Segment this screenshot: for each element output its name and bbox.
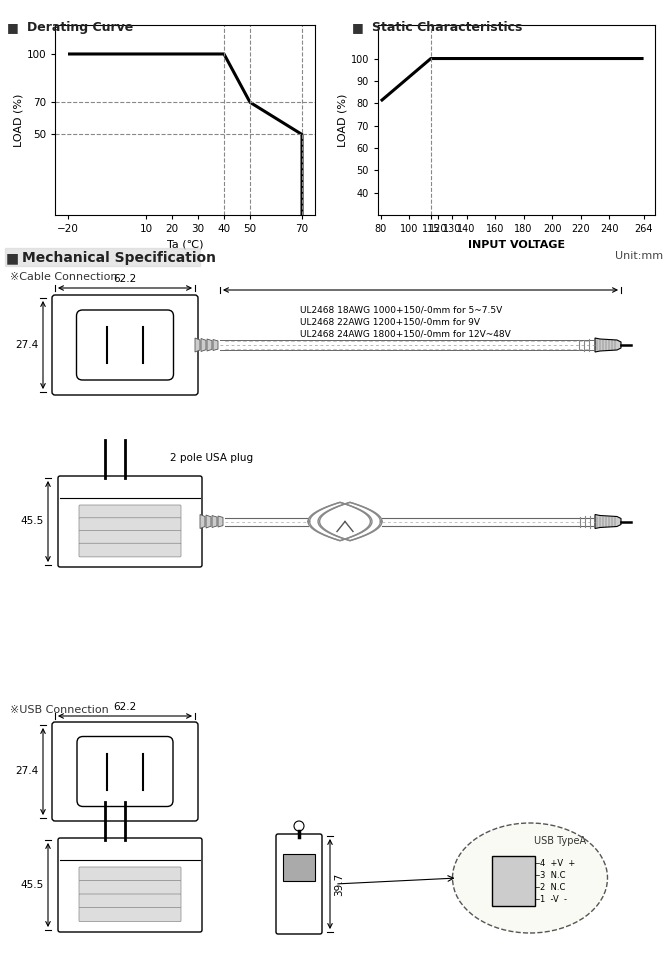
Text: Unit:mm: Unit:mm (615, 251, 663, 261)
FancyBboxPatch shape (76, 310, 174, 380)
Y-axis label: LOAD (%): LOAD (%) (338, 93, 348, 146)
FancyBboxPatch shape (79, 517, 181, 531)
Text: 62.2: 62.2 (113, 274, 137, 284)
FancyBboxPatch shape (79, 908, 181, 922)
Text: ※Cable Connection: ※Cable Connection (10, 272, 117, 282)
Polygon shape (213, 339, 218, 351)
Polygon shape (595, 515, 621, 528)
Text: ※USB Connection: ※USB Connection (10, 705, 109, 715)
Text: USB TypeA: USB TypeA (534, 836, 586, 846)
Text: 45.5: 45.5 (21, 516, 44, 526)
FancyBboxPatch shape (79, 530, 181, 545)
Text: UL2468 22AWG 1200+150/-0mm for 9V: UL2468 22AWG 1200+150/-0mm for 9V (300, 317, 480, 326)
Text: 2 pole USA plug: 2 pole USA plug (170, 453, 253, 463)
Polygon shape (195, 338, 200, 352)
Bar (492, 856, 535, 906)
FancyBboxPatch shape (79, 505, 181, 518)
FancyBboxPatch shape (79, 544, 181, 557)
Polygon shape (206, 515, 211, 528)
Ellipse shape (452, 823, 608, 933)
Polygon shape (595, 338, 621, 352)
FancyBboxPatch shape (79, 867, 181, 881)
Text: ■: ■ (7, 21, 19, 34)
Bar (283, 854, 315, 881)
FancyBboxPatch shape (52, 722, 198, 821)
Y-axis label: LOAD (%): LOAD (%) (13, 93, 23, 146)
Text: 27.4: 27.4 (16, 766, 39, 776)
Text: 27.4: 27.4 (16, 340, 39, 350)
Polygon shape (212, 516, 217, 527)
Text: UL2468 18AWG 1000+150/-0mm for 5~7.5V: UL2468 18AWG 1000+150/-0mm for 5~7.5V (300, 305, 502, 314)
Bar (90, 840, 150, 848)
FancyBboxPatch shape (58, 476, 202, 567)
Text: Derating Curve: Derating Curve (27, 21, 133, 34)
Text: 62.2: 62.2 (113, 702, 137, 712)
Text: 1  -V  -: 1 -V - (540, 894, 567, 903)
Text: 45.5: 45.5 (21, 880, 44, 890)
Text: 4  +V  +: 4 +V + (540, 859, 576, 867)
Text: 39.7: 39.7 (334, 872, 344, 895)
X-axis label: INPUT VOLTAGE: INPUT VOLTAGE (468, 239, 565, 250)
Text: ■: ■ (6, 251, 19, 265)
Text: Mechanical Specification: Mechanical Specification (22, 251, 216, 265)
Bar (90, 478, 150, 486)
Polygon shape (201, 338, 206, 352)
FancyBboxPatch shape (276, 834, 322, 934)
X-axis label: Ta (℃): Ta (℃) (167, 239, 203, 250)
FancyBboxPatch shape (77, 736, 173, 806)
Text: Static Characteristics: Static Characteristics (372, 21, 522, 34)
FancyBboxPatch shape (79, 881, 181, 894)
FancyBboxPatch shape (79, 894, 181, 908)
Polygon shape (200, 515, 205, 528)
FancyBboxPatch shape (58, 838, 202, 932)
Polygon shape (207, 339, 212, 351)
Text: ■: ■ (352, 21, 364, 34)
Text: 2  N.C: 2 N.C (540, 883, 565, 891)
Polygon shape (218, 516, 223, 527)
Text: UL2468 24AWG 1800+150/-0mm for 12V~48V: UL2468 24AWG 1800+150/-0mm for 12V~48V (300, 329, 511, 338)
Circle shape (294, 821, 304, 831)
Text: 3  N.C: 3 N.C (540, 870, 565, 880)
FancyBboxPatch shape (52, 295, 198, 395)
